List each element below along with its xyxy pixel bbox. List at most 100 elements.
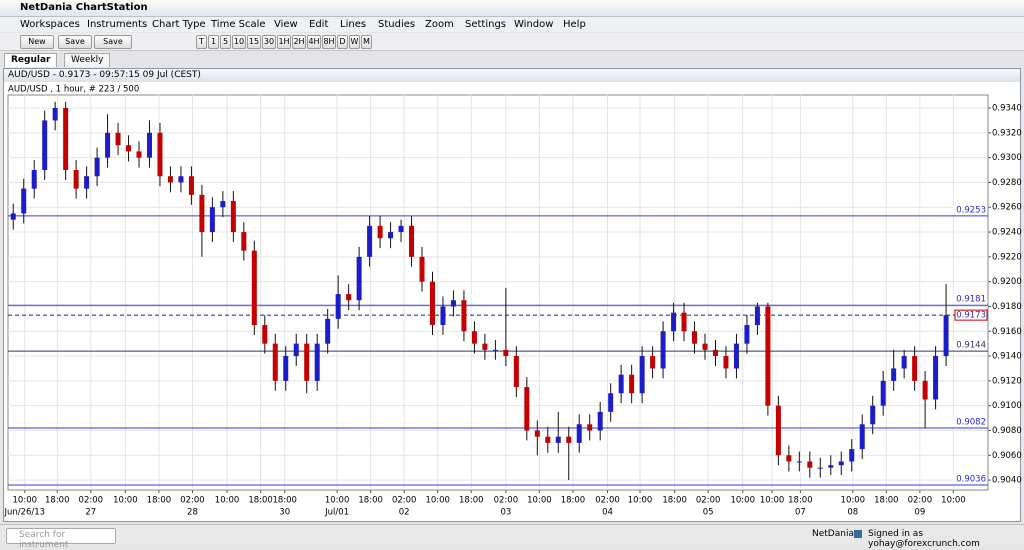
candle-body — [188, 176, 194, 195]
candle-body — [503, 349, 509, 357]
candle-body — [702, 343, 708, 350]
candle-body — [461, 300, 467, 332]
menu-item[interactable]: Zoom — [425, 19, 454, 30]
y-tick-label: 0.9060 — [992, 451, 1022, 461]
candle-body — [650, 356, 656, 369]
y-tick-label: 0.9280 — [992, 178, 1022, 188]
timeframe-button[interactable]: W — [349, 35, 360, 49]
candle-body — [754, 306, 760, 326]
x-tick-label: 10:00 — [941, 496, 966, 506]
x-tick-label: 18:00 — [358, 496, 383, 506]
candle-body — [849, 449, 855, 462]
toolbar-button[interactable]: Save — [58, 35, 92, 49]
timeframe-button[interactable]: 10 — [232, 35, 246, 49]
y-tick-label: 0.9340 — [992, 104, 1022, 114]
y-tick-label: 0.9180 — [992, 302, 1022, 312]
candle-body — [10, 213, 16, 220]
tab[interactable]: Weekly — [64, 53, 111, 67]
timeframe-button[interactable]: T — [196, 35, 207, 49]
candle-body — [870, 405, 876, 425]
x-tick-label: 18:00 — [459, 496, 484, 506]
timeframe-button[interactable]: 15 — [247, 35, 261, 49]
level-label: 0.9036 — [956, 475, 986, 485]
x-tick-label: 10:00 — [13, 496, 38, 506]
candle-body — [356, 256, 362, 301]
timeframe-button[interactable]: 1 — [208, 35, 219, 49]
date-label: 02 — [399, 508, 410, 518]
menu-item[interactable]: View — [274, 19, 298, 30]
timeframe-button[interactable]: 1H — [277, 35, 291, 49]
candle-body — [167, 176, 173, 183]
date-label: 09 — [914, 508, 925, 518]
candle-body — [545, 436, 551, 443]
candle-body — [618, 374, 624, 394]
menu-item[interactable]: Instruments — [87, 19, 148, 30]
candle-body — [524, 387, 530, 431]
candle-body — [817, 467, 823, 469]
status-bar: Search for instrument NetDania Signed in… — [0, 524, 1024, 550]
x-tick-label: 02:00 — [494, 496, 519, 506]
candle-body — [629, 374, 635, 394]
candle-body — [796, 461, 802, 463]
candle-body — [388, 232, 394, 239]
level-label-bg — [953, 204, 987, 215]
candle-body — [73, 170, 79, 189]
timeframe-button[interactable]: 8H — [322, 35, 336, 49]
timeframe-button[interactable]: 2H — [292, 35, 306, 49]
candle-body — [335, 294, 341, 319]
x-tick-label: 10:00 — [841, 496, 866, 506]
candle-body — [126, 145, 132, 152]
menu-item[interactable]: Edit — [309, 19, 329, 30]
candle-body — [199, 194, 205, 233]
timeframe-button[interactable]: M — [361, 35, 372, 49]
chart: AUD/USD , 1 hour, # 223 / 500 0.9040 0.906… — [3, 85, 1022, 518]
menu-item[interactable]: Time Scale — [211, 19, 266, 30]
menu-item[interactable]: Help — [563, 19, 586, 30]
x-tick-label: 10:00 — [730, 496, 755, 506]
menu-item[interactable]: Workspaces — [20, 19, 80, 30]
y-tick-label: 0.9240 — [992, 228, 1022, 238]
timeframe-button[interactable]: 4H — [307, 35, 321, 49]
candle-body — [891, 368, 897, 381]
level-label-bg — [953, 416, 987, 427]
chart-subtitle: AUD/USD , 1 hour, # 223 / 500 — [8, 85, 139, 95]
y-tick-label: 0.9080 — [992, 426, 1022, 436]
y-tick-label: 0.9040 — [992, 476, 1022, 486]
candle-body — [681, 312, 687, 332]
level-label-bg — [953, 340, 987, 351]
candle-body — [304, 343, 310, 381]
candle-body — [723, 356, 729, 369]
candle-body — [587, 424, 593, 431]
candle-body — [220, 201, 226, 208]
menu-item[interactable]: Chart Type — [152, 19, 206, 30]
candle-body — [157, 132, 163, 177]
candle-body — [922, 380, 928, 400]
candle-body — [84, 176, 90, 189]
candle-body — [597, 411, 603, 431]
title-bar: NetDania ChartStation — [0, 0, 1024, 17]
menu-item[interactable]: Lines — [340, 19, 367, 30]
timeframe-button[interactable]: D — [337, 35, 348, 49]
candle-body — [178, 176, 184, 183]
date-label: 05 — [703, 508, 714, 518]
x-tick-label: 02:00 — [595, 496, 620, 506]
level-label: 0.9253 — [956, 205, 986, 215]
y-tick-label: 0.9260 — [992, 203, 1022, 213]
x-tick-label: 10:00 — [527, 496, 552, 506]
toolbar-button[interactable]: New — [20, 35, 54, 49]
menu-item[interactable]: Settings — [465, 19, 507, 30]
level-label-bg — [953, 474, 987, 485]
search-box[interactable]: Search for instrument — [6, 528, 116, 550]
candle-body — [450, 300, 456, 307]
x-tick-label: 02:00 — [79, 496, 104, 506]
y-tick-label: 0.9100 — [992, 401, 1022, 411]
timeframe-button[interactable]: 5 — [220, 35, 231, 49]
candle-body — [576, 424, 582, 443]
candle-body — [52, 108, 58, 121]
candle-body — [398, 225, 404, 233]
timeframe-button[interactable]: 30 — [262, 35, 276, 49]
menu-item[interactable]: Window — [514, 19, 554, 30]
menu-item[interactable]: Studies — [378, 19, 416, 30]
tab[interactable]: Regular — [4, 53, 58, 67]
